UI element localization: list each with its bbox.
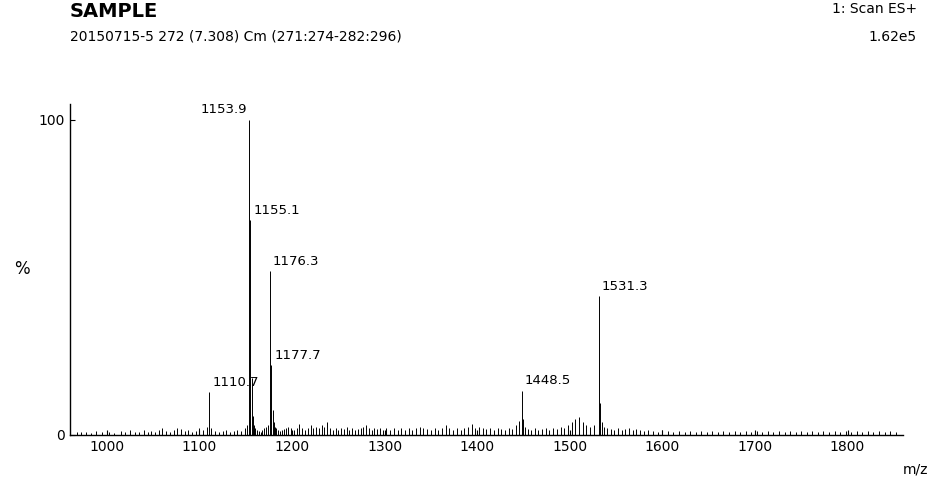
Text: 1176.3: 1176.3: [273, 254, 319, 268]
Y-axis label: %: %: [14, 260, 30, 278]
Text: 1448.5: 1448.5: [525, 374, 571, 387]
Text: 1153.9: 1153.9: [200, 103, 247, 117]
Text: m/z: m/z: [903, 463, 928, 477]
Text: 20150715-5 272 (7.308) Cm (271:274-282:296): 20150715-5 272 (7.308) Cm (271:274-282:2…: [70, 30, 401, 43]
Text: 1155.1: 1155.1: [253, 204, 300, 217]
Text: 1.62e5: 1.62e5: [869, 30, 917, 43]
Text: 1110.7: 1110.7: [212, 376, 259, 389]
Text: 1177.7: 1177.7: [274, 349, 321, 362]
Text: SAMPLE: SAMPLE: [70, 2, 158, 21]
Text: 1531.3: 1531.3: [601, 280, 648, 293]
Text: 1: Scan ES+: 1: Scan ES+: [832, 2, 917, 16]
